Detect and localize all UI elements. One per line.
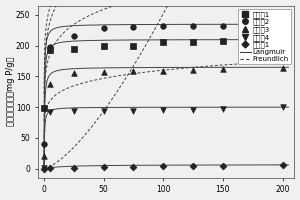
Point	[48, 82, 52, 85]
Point	[220, 107, 225, 111]
Legend: 实验例1, 实验例2, 实验例3, 实验例4, 对比例1, Langmuir, Freundlich: 实验例1, 实验例2, 实验例3, 实验例4, 对比例1, Langmuir, …	[238, 9, 291, 64]
Point	[101, 110, 106, 113]
Point	[161, 165, 166, 168]
Point	[280, 67, 285, 70]
Point	[280, 24, 285, 27]
Point	[48, 110, 52, 114]
Point	[191, 24, 196, 27]
Point	[280, 164, 285, 167]
Point	[220, 24, 225, 27]
Point	[48, 46, 52, 49]
Point	[161, 69, 166, 72]
Point	[48, 167, 52, 170]
Point	[101, 166, 106, 169]
Point	[220, 67, 225, 71]
Point	[71, 35, 76, 38]
Point	[42, 166, 46, 170]
Point	[131, 165, 136, 168]
Point	[280, 39, 285, 42]
Point	[191, 164, 196, 167]
Point	[191, 41, 196, 44]
Point	[280, 105, 285, 109]
Point	[191, 69, 196, 72]
Point	[48, 49, 52, 52]
Point	[161, 109, 166, 112]
Point	[131, 25, 136, 29]
Point	[161, 24, 166, 27]
Point	[101, 44, 106, 47]
Point	[220, 40, 225, 43]
Point	[71, 110, 76, 113]
Point	[71, 166, 76, 170]
Point	[131, 44, 136, 47]
Point	[191, 109, 196, 112]
Point	[131, 110, 136, 113]
Point	[131, 70, 136, 73]
Point	[101, 70, 106, 74]
Point	[71, 72, 76, 75]
Point	[42, 106, 46, 109]
Point	[220, 164, 225, 167]
Point	[42, 167, 46, 170]
Y-axis label: 磷酸盐吸附量（mg P/g）: 磷酸盐吸附量（mg P/g）	[6, 57, 15, 126]
Point	[101, 27, 106, 30]
Point	[42, 142, 46, 146]
Point	[161, 41, 166, 44]
Point	[71, 47, 76, 50]
Point	[42, 155, 46, 158]
